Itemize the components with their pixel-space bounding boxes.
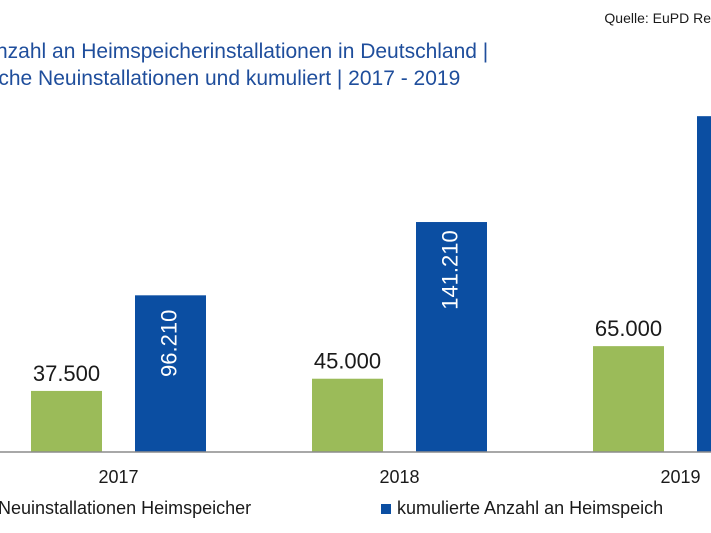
bar-cumulative-2019: [697, 116, 711, 452]
legend-label-cumulative: kumulierte Anzahl an Heimspeich: [397, 498, 664, 518]
bars-group: [31, 116, 711, 452]
data-label-new-2018: 45.000: [314, 349, 381, 374]
legend-item-cumulative: kumulierte Anzahl an Heimspeich: [381, 498, 663, 519]
x-tick-2017: 2017: [98, 467, 138, 487]
data-label-new-2019: 65.000: [595, 316, 662, 341]
legend-label-new: Neuinstallationen Heimspeicher: [0, 498, 252, 518]
chart-title-block: Anzahl an Heimspeicherinstallationen in …: [0, 38, 488, 92]
source-note: Quelle: EuPD Re: [604, 10, 711, 26]
data-label-cumulative-2017: 96.210: [156, 310, 181, 377]
labels-group: 37.500 96.210 2017 45.000 141.210 2018 65.000 2…: [33, 230, 701, 487]
data-label-new-2017: 37.500: [33, 361, 100, 386]
bar-new-2017: [31, 390, 102, 452]
chart-title: Anzahl an Heimspeicherinstallationen in …: [0, 40, 489, 63]
bar-new-2019: [593, 346, 664, 452]
x-tick-2019: 2019: [660, 467, 700, 487]
chart-subtitle: jährliche Neuinstallationen und kumulier…: [0, 67, 461, 90]
legend: Neuinstallationen Heimspeicher kumuliert…: [0, 498, 711, 526]
legend-swatch-cumulative: [381, 503, 391, 514]
x-tick-2018: 2018: [379, 467, 419, 487]
bar-cumulative-2017: [135, 295, 206, 452]
data-label-cumulative-2018: 141.210: [437, 230, 462, 310]
legend-item-new-installations: Neuinstallationen Heimspeicher: [0, 498, 251, 519]
bar-new-2018: [312, 378, 383, 452]
bar-cumulative-2018: [416, 222, 487, 452]
